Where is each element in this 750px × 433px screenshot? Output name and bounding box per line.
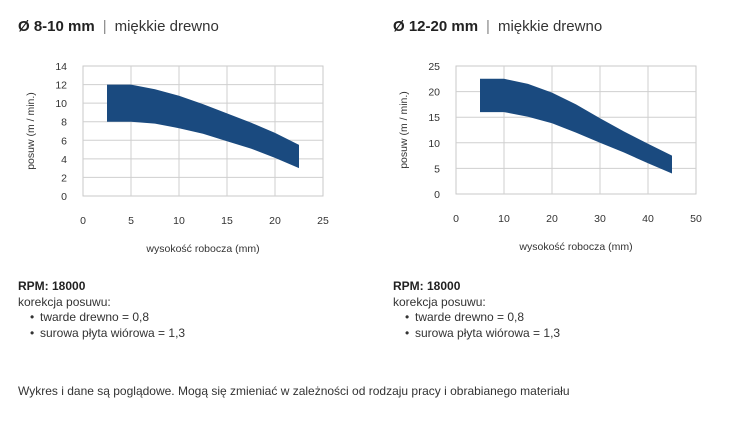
x-tick-label: 15 (221, 215, 233, 227)
disclaimer-text: Wykres i dane są poglądowe. Mogą się zmi… (18, 384, 570, 398)
y-tick-label: 10 (428, 138, 440, 150)
y-tick-label: 0 (434, 189, 440, 201)
title-diameter: Ø 12-20 mm (393, 18, 479, 35)
x-tick-label: 0 (80, 215, 86, 227)
feed-rate-band (107, 84, 299, 169)
title-material: miękkie drewno (497, 18, 603, 35)
feed-rate-chart: 0 5 10 15 20 25 0 2 4 6 8 10 12 14 wysokość robocza (m… (25, 61, 329, 255)
x-tick-label: 30 (594, 213, 606, 225)
y-tick-label: 20 (428, 87, 440, 99)
chart-title: Ø 8-10 mm | miękkie drewno (18, 18, 219, 35)
y-tick-label: 4 (61, 154, 67, 166)
y-tick-label: 15 (428, 112, 440, 124)
y-tick-label: 8 (61, 117, 67, 129)
feed-rate-chart: 0 10 20 30 40 50 0 5 10 15 20 25 wysokość robocza (m… (398, 61, 702, 253)
correction-item-hardwood: twarde drewno = 0,8 (30, 310, 185, 326)
y-axis-label: posuw (m / min.) (25, 92, 37, 170)
x-axis-label: wysokość robocza (mm) (518, 241, 632, 253)
y-tick-label: 12 (55, 80, 67, 92)
rpm-label: RPM: 18000 (393, 279, 461, 293)
title-diameter: Ø 8-10 mm (18, 18, 95, 35)
chart-notes: RPM: 18000 korekcja posuwu: twarde drewn… (393, 279, 560, 341)
correction-item-hardwood: twarde drewno = 0,8 (405, 310, 560, 326)
title-separator: | (486, 18, 490, 35)
x-axis-label: wysokość robocza (mm) (145, 243, 259, 255)
x-tick-label: 10 (498, 213, 510, 225)
correction-label: korekcja posuwu: (393, 294, 486, 309)
correction-item-chipboard: surowa płyta wiórowa = 1,3 (30, 326, 185, 342)
chart-notes: RPM: 18000 korekcja posuwu: twarde drewn… (18, 279, 185, 341)
y-tick-label: 10 (55, 98, 67, 110)
x-tick-label: 25 (317, 215, 329, 227)
correction-list: twarde drewno = 0,8 surowa płyta wiórowa… (393, 310, 560, 341)
chart-title: Ø 12-20 mm | miękkie drewno (393, 18, 602, 35)
x-tick-label: 20 (269, 215, 281, 227)
x-tick-label: 5 (128, 215, 134, 227)
y-tick-label: 2 (61, 172, 67, 184)
x-tick-label: 10 (173, 215, 185, 227)
x-tick-label: 40 (642, 213, 654, 225)
title-separator: | (102, 18, 107, 35)
y-tick-label: 25 (428, 61, 440, 73)
y-tick-label: 5 (434, 163, 440, 175)
title-material: miękkie drewno (114, 18, 219, 35)
rpm-label: RPM: 18000 (18, 279, 86, 293)
correction-item-chipboard: surowa płyta wiórowa = 1,3 (405, 326, 560, 342)
x-tick-label: 50 (690, 213, 702, 225)
feed-rate-band (480, 78, 672, 174)
y-tick-label: 0 (61, 191, 67, 203)
y-tick-label: 14 (55, 61, 67, 73)
y-axis-label: posuw (m / min.) (398, 91, 410, 169)
y-tick-label: 6 (61, 135, 67, 147)
x-tick-label: 20 (546, 213, 558, 225)
correction-label: korekcja posuwu: (18, 294, 111, 309)
correction-list: twarde drewno = 0,8 surowa płyta wiórowa… (18, 310, 185, 341)
x-tick-label: 0 (453, 213, 459, 225)
